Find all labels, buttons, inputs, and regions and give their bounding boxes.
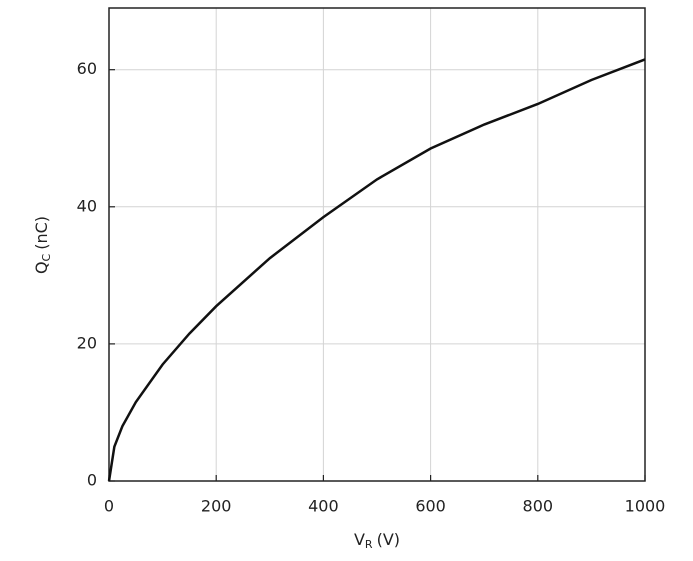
x-tick-label: 0: [104, 497, 114, 516]
y-tick-label: 20: [77, 333, 97, 352]
x-axis-label: VR (V): [354, 530, 400, 552]
y-tick-label: 40: [77, 196, 97, 215]
x-tick-label: 400: [308, 497, 339, 516]
plot-frame: [108, 7, 646, 482]
data-line: [107, 58, 646, 482]
y-tick-label: 0: [87, 471, 97, 490]
x-tick-label: 800: [523, 497, 554, 516]
x-tick-label: 1000: [625, 497, 666, 516]
y-axis-label: QC(nC): [32, 216, 54, 274]
x-tick-label: 200: [201, 497, 232, 516]
x-tick-label: 600: [415, 497, 446, 516]
y-tick-label: 60: [77, 59, 97, 78]
